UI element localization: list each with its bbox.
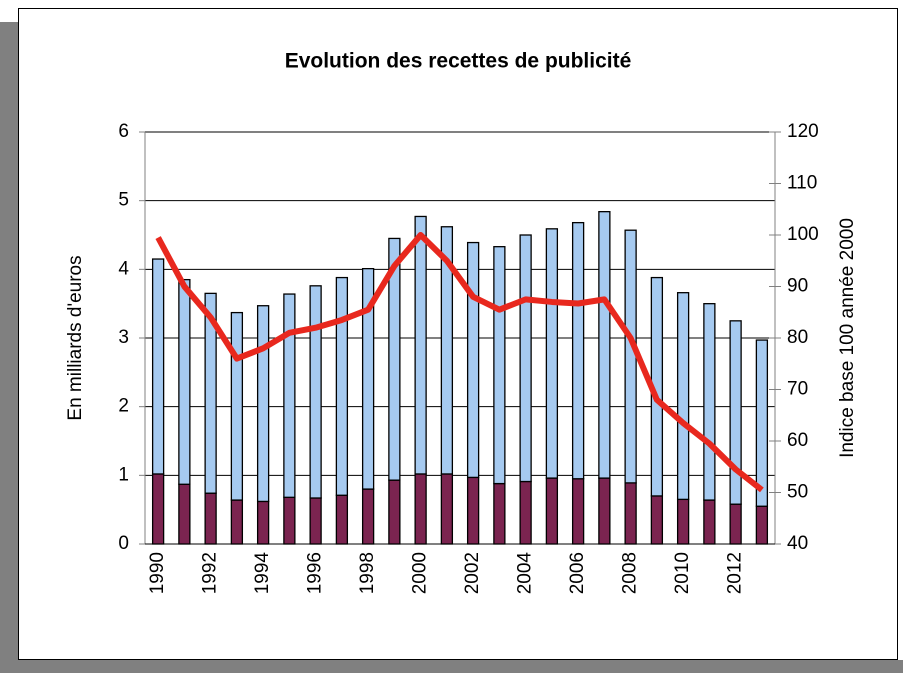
bar xyxy=(309,285,322,499)
y-tick-label: 0 xyxy=(118,533,129,554)
y2-tick-label: 40 xyxy=(787,533,808,554)
bar xyxy=(361,267,375,490)
bar xyxy=(598,211,611,479)
y2-tick-label: 90 xyxy=(787,276,808,297)
bar xyxy=(755,339,769,507)
y-axis-label: En milliards d'euros xyxy=(65,255,86,420)
bar xyxy=(466,241,480,479)
bar xyxy=(466,476,480,545)
bar xyxy=(703,303,716,501)
bar xyxy=(230,311,244,501)
shadow xyxy=(0,660,903,673)
bar xyxy=(335,494,349,545)
bar xyxy=(204,292,217,494)
bar xyxy=(283,496,296,545)
chart-title: Evolution des recettes de publicité xyxy=(285,50,632,73)
x-tick-label: 1996 xyxy=(305,552,326,594)
bar xyxy=(256,500,270,545)
bar xyxy=(414,215,427,475)
bar xyxy=(624,482,637,545)
bar xyxy=(598,477,611,545)
bar xyxy=(571,221,585,480)
y2-tick-label: 70 xyxy=(787,379,808,400)
bar xyxy=(440,473,454,545)
bar xyxy=(309,497,322,545)
y-tick-label: 5 xyxy=(118,190,129,211)
x-tick-label: 2002 xyxy=(462,552,483,594)
bar xyxy=(256,305,270,503)
y2-tick-label: 110 xyxy=(787,173,817,194)
bar xyxy=(676,498,690,545)
bar xyxy=(335,276,349,496)
x-tick-label: 2008 xyxy=(620,552,641,594)
bar xyxy=(204,492,217,545)
line xyxy=(155,232,764,493)
bar xyxy=(519,234,532,483)
y2-tick-label: 60 xyxy=(787,430,808,451)
y2-axis-label: Indice base 100 année 2000 xyxy=(837,218,858,458)
bar xyxy=(493,246,506,485)
bar xyxy=(755,505,769,545)
y-tick-label: 4 xyxy=(118,258,129,279)
bar xyxy=(624,229,637,484)
bar xyxy=(519,480,532,545)
x-tick-label: 2000 xyxy=(410,552,431,594)
y2-tick-label: 50 xyxy=(787,482,808,503)
x-tick-label: 1992 xyxy=(200,552,221,594)
y-tick-label: 2 xyxy=(118,396,129,417)
bar xyxy=(571,478,585,545)
bar xyxy=(650,495,664,545)
y2-tick-label: 100 xyxy=(787,224,819,245)
bar xyxy=(283,293,296,498)
bar xyxy=(388,479,401,545)
y-tick-label: 3 xyxy=(118,327,129,348)
y2-tick-label: 80 xyxy=(787,327,808,348)
bar xyxy=(545,228,559,479)
bar xyxy=(230,499,244,545)
bar xyxy=(414,473,427,545)
x-tick-label: 1994 xyxy=(252,552,273,595)
bar xyxy=(151,258,165,475)
x-tick-label: 1998 xyxy=(357,552,378,594)
y-tick-label: 6 xyxy=(118,121,129,142)
bar xyxy=(703,499,716,545)
y-tick-label: 1 xyxy=(118,464,129,485)
bar xyxy=(676,292,690,501)
x-tick-label: 2006 xyxy=(567,552,588,594)
x-tick-label: 2012 xyxy=(725,552,746,594)
chart-frame xyxy=(18,8,898,660)
bar xyxy=(361,488,375,545)
shadow xyxy=(0,22,18,673)
bar xyxy=(729,503,742,545)
bar xyxy=(440,226,454,475)
bar xyxy=(178,483,191,545)
bar xyxy=(178,278,191,485)
bar xyxy=(493,482,506,545)
bar xyxy=(151,473,165,545)
x-tick-label: 2004 xyxy=(515,552,536,595)
y2-tick-label: 120 xyxy=(787,121,819,142)
x-tick-label: 2010 xyxy=(672,552,693,594)
x-tick-label: 1990 xyxy=(147,552,168,594)
bar xyxy=(545,477,559,545)
bar xyxy=(388,237,401,481)
bar xyxy=(729,320,742,505)
